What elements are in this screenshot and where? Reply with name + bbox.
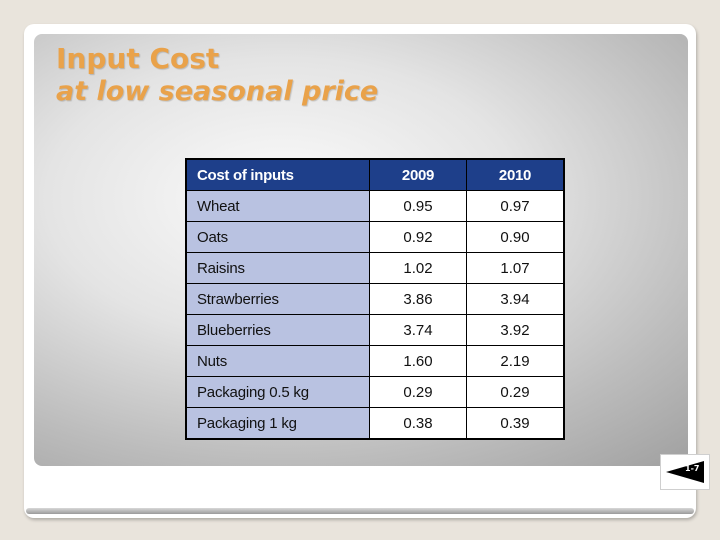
slide-bottom-rule bbox=[26, 508, 694, 514]
table-row: Packaging 1 kg 0.38 0.39 bbox=[185, 407, 565, 440]
table-row: Packaging 0.5 kg 0.29 0.29 bbox=[185, 376, 565, 408]
cell-2010: 0.39 bbox=[466, 407, 565, 440]
cell-2010: 0.97 bbox=[466, 190, 565, 222]
table-row: Wheat 0.95 0.97 bbox=[185, 190, 565, 222]
table-row: Nuts 1.60 2.19 bbox=[185, 345, 565, 377]
cell-2010: 3.92 bbox=[466, 314, 565, 346]
header-cost-of-inputs: Cost of inputs bbox=[185, 158, 370, 191]
cell-2010: 1.07 bbox=[466, 252, 565, 284]
row-label: Packaging 0.5 kg bbox=[185, 376, 370, 408]
slide-title-line-2: at low seasonal price bbox=[56, 75, 379, 107]
cost-of-inputs-table: Cost of inputs 2009 2010 Wheat 0.95 0.97… bbox=[185, 158, 565, 440]
cell-2009: 1.60 bbox=[369, 345, 467, 377]
row-label: Wheat bbox=[185, 190, 370, 222]
cell-2009: 1.02 bbox=[369, 252, 467, 284]
table-header-row: Cost of inputs 2009 2010 bbox=[185, 158, 565, 191]
cell-2010: 0.90 bbox=[466, 221, 565, 253]
header-2009: 2009 bbox=[369, 158, 467, 191]
cell-2010: 0.29 bbox=[466, 376, 565, 408]
table-row: Raisins 1.02 1.07 bbox=[185, 252, 565, 284]
row-label: Oats bbox=[185, 221, 370, 253]
table-row: Blueberries 3.74 3.92 bbox=[185, 314, 565, 346]
cell-2009: 0.95 bbox=[369, 190, 467, 222]
cell-2010: 2.19 bbox=[466, 345, 565, 377]
row-label: Strawberries bbox=[185, 283, 370, 315]
cell-2009: 0.92 bbox=[369, 221, 467, 253]
table-row: Oats 0.92 0.90 bbox=[185, 221, 565, 253]
row-label: Blueberries bbox=[185, 314, 370, 346]
slide-number-badge: 1-7 bbox=[660, 454, 710, 490]
header-2010: 2010 bbox=[466, 158, 565, 191]
slide-title: Input Cost at low seasonal price bbox=[56, 42, 378, 108]
cell-2009: 3.74 bbox=[369, 314, 467, 346]
slide-title-line-1: Input Cost bbox=[56, 42, 220, 75]
row-label: Raisins bbox=[185, 252, 370, 284]
row-label: Packaging 1 kg bbox=[185, 407, 370, 440]
cell-2009: 0.38 bbox=[369, 407, 467, 440]
cell-2009: 3.86 bbox=[369, 283, 467, 315]
table-row: Strawberries 3.86 3.94 bbox=[185, 283, 565, 315]
page-flag-icon bbox=[666, 461, 704, 483]
row-label: Nuts bbox=[185, 345, 370, 377]
cell-2010: 3.94 bbox=[466, 283, 565, 315]
cell-2009: 0.29 bbox=[369, 376, 467, 408]
slide-number: 1-7 bbox=[685, 464, 700, 473]
